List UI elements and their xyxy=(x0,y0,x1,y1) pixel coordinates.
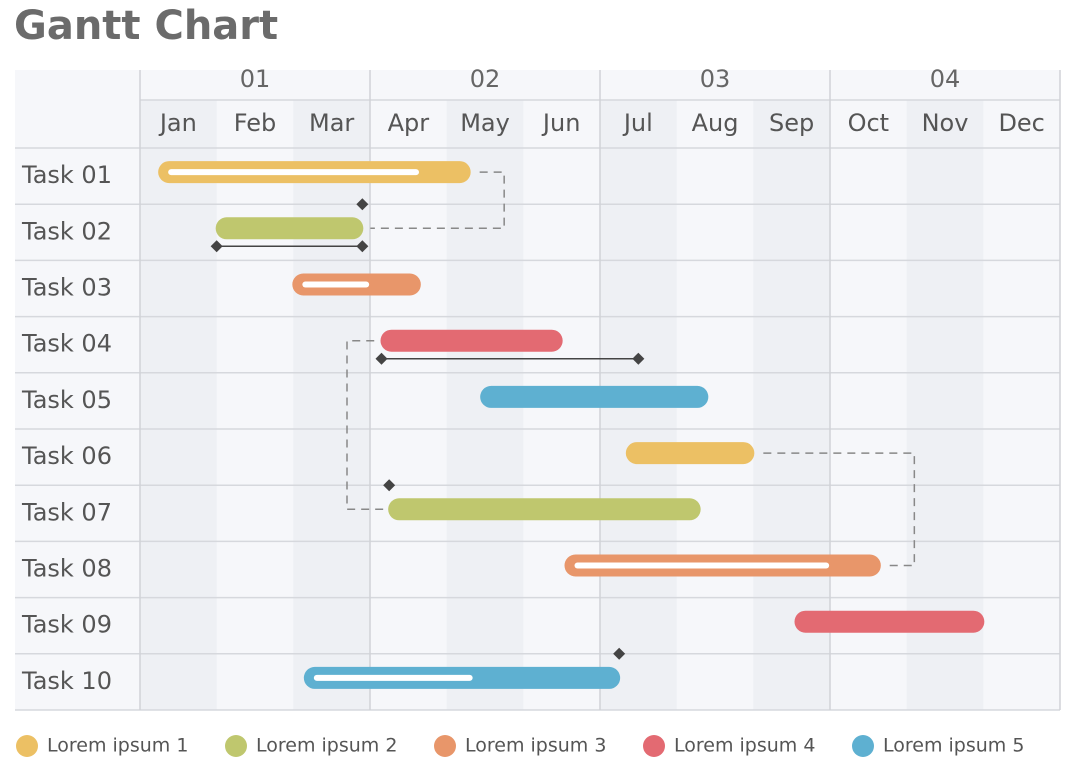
dependency-link xyxy=(346,339,384,511)
task-label: Task 03 xyxy=(21,274,112,302)
month-label: Jul xyxy=(622,109,653,137)
legend-label: Lorem ipsum 4 xyxy=(674,735,815,757)
dependency-link xyxy=(370,171,505,230)
column-shade xyxy=(140,100,217,710)
milestone xyxy=(356,240,369,253)
task-label: Task 02 xyxy=(21,217,112,245)
legend-label: Lorem ipsum 1 xyxy=(47,735,188,757)
month-label: Sep xyxy=(769,109,814,137)
chart-title: Gantt Chart xyxy=(14,3,278,49)
legend-label: Lorem ipsum 5 xyxy=(883,735,1024,757)
month-label: Jan xyxy=(158,109,197,137)
milestone xyxy=(383,479,396,492)
column-shade xyxy=(293,100,370,710)
month-label: Oct xyxy=(848,109,890,137)
dependency-link xyxy=(763,452,916,567)
month-label: Apr xyxy=(388,109,430,137)
month-label: Aug xyxy=(692,109,739,137)
task-label: Task 07 xyxy=(21,498,112,526)
column-shade xyxy=(906,100,984,710)
task-label: Task 06 xyxy=(21,442,112,470)
task-label: Task 10 xyxy=(21,667,112,695)
legend-label: Lorem ipsum 2 xyxy=(256,735,397,757)
task-label: Task 01 xyxy=(21,161,112,189)
legend-marker xyxy=(16,735,38,757)
month-label: May xyxy=(460,109,510,137)
month-label: Dec xyxy=(998,109,1044,137)
quarter-label: 04 xyxy=(930,65,961,93)
legend-marker xyxy=(852,735,874,757)
legend-marker xyxy=(643,735,665,757)
quarter-label: 03 xyxy=(700,65,731,93)
legend-marker xyxy=(225,735,247,757)
month-label: Mar xyxy=(309,109,354,137)
milestone xyxy=(375,352,388,365)
milestone xyxy=(210,240,223,253)
task-label: Task 08 xyxy=(21,555,112,583)
month-label: Feb xyxy=(234,109,277,137)
legend-marker xyxy=(434,735,456,757)
quarter-label: 02 xyxy=(470,65,501,93)
milestone xyxy=(632,352,645,365)
legend-label: Lorem ipsum 3 xyxy=(465,735,606,757)
quarter-label: 01 xyxy=(240,65,271,93)
task-label: Task 09 xyxy=(21,611,112,639)
column-shade xyxy=(753,100,830,710)
month-label: Jun xyxy=(541,109,581,137)
task-label: Task 05 xyxy=(21,386,112,414)
milestone xyxy=(356,198,369,211)
milestone xyxy=(613,647,626,660)
task-label: Task 04 xyxy=(21,330,112,358)
month-label: Nov xyxy=(922,109,969,137)
